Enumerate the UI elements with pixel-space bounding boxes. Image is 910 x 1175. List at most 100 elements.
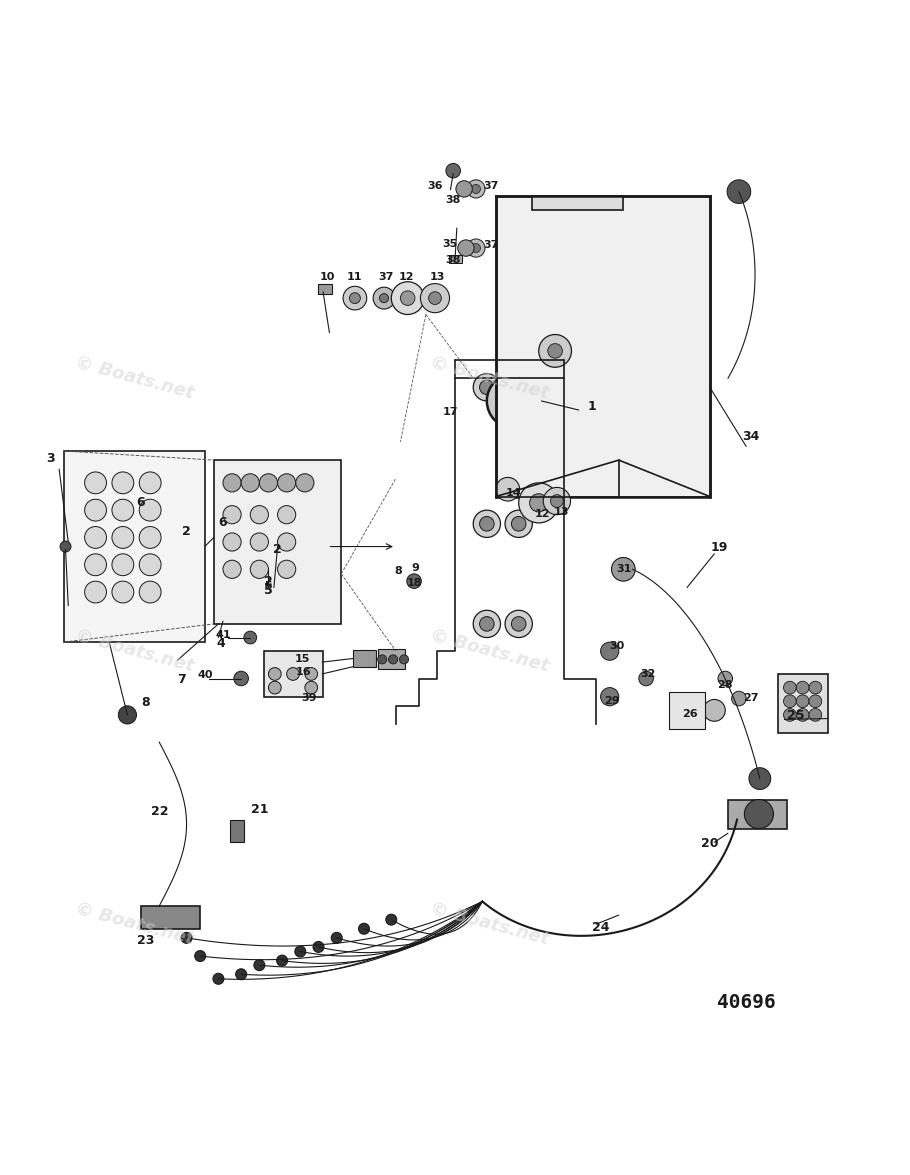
Text: © Boats.net: © Boats.net	[73, 626, 196, 676]
Text: 7: 7	[177, 673, 187, 686]
Circle shape	[539, 380, 553, 395]
Text: 9: 9	[411, 563, 419, 573]
Circle shape	[278, 474, 296, 492]
Text: 11: 11	[347, 271, 363, 282]
Circle shape	[487, 374, 541, 428]
Circle shape	[139, 472, 161, 494]
Text: 14: 14	[505, 489, 521, 498]
Circle shape	[796, 709, 809, 721]
Circle shape	[139, 582, 161, 603]
Circle shape	[112, 499, 134, 521]
Circle shape	[612, 557, 635, 582]
Circle shape	[727, 180, 751, 203]
Text: 41: 41	[215, 630, 231, 639]
Text: 5: 5	[265, 582, 272, 591]
Text: 23: 23	[136, 934, 155, 947]
Bar	[778, 674, 828, 733]
Text: © Boats.net: © Boats.net	[428, 626, 551, 676]
Circle shape	[331, 933, 342, 944]
Circle shape	[373, 287, 395, 309]
Text: 13: 13	[430, 271, 445, 282]
Circle shape	[278, 505, 296, 524]
Circle shape	[456, 181, 472, 197]
Text: 28: 28	[717, 679, 733, 690]
Circle shape	[796, 682, 809, 694]
Circle shape	[112, 472, 134, 494]
Text: 38: 38	[446, 255, 460, 264]
Circle shape	[139, 526, 161, 549]
Circle shape	[223, 560, 241, 578]
Circle shape	[530, 494, 548, 512]
Text: 31: 31	[617, 564, 632, 575]
Circle shape	[407, 573, 421, 589]
Circle shape	[400, 291, 415, 306]
Text: 17: 17	[442, 407, 459, 417]
Circle shape	[379, 294, 389, 303]
Bar	[64, 451, 205, 642]
Circle shape	[519, 483, 559, 523]
Text: 12: 12	[399, 271, 415, 282]
Text: 10: 10	[320, 271, 335, 282]
Text: 4: 4	[217, 637, 226, 650]
Circle shape	[236, 969, 247, 980]
Circle shape	[181, 933, 192, 944]
Circle shape	[223, 533, 241, 551]
Circle shape	[496, 477, 520, 501]
Circle shape	[467, 239, 485, 257]
Text: 6: 6	[136, 496, 146, 509]
Circle shape	[277, 955, 288, 966]
Text: 37: 37	[484, 240, 499, 250]
Text: 18: 18	[406, 578, 422, 588]
Circle shape	[511, 617, 526, 631]
Circle shape	[278, 560, 296, 578]
Bar	[264, 651, 323, 697]
Circle shape	[429, 291, 441, 304]
Circle shape	[399, 654, 409, 664]
Circle shape	[244, 631, 257, 644]
Circle shape	[473, 610, 500, 638]
Circle shape	[85, 553, 106, 576]
Circle shape	[278, 533, 296, 551]
Circle shape	[809, 694, 822, 707]
Circle shape	[268, 682, 281, 694]
Circle shape	[446, 163, 460, 177]
Text: 27: 27	[743, 693, 759, 704]
Bar	[318, 284, 332, 294]
Circle shape	[287, 667, 299, 680]
Circle shape	[391, 282, 424, 315]
Bar	[378, 650, 405, 670]
Circle shape	[473, 510, 500, 537]
Bar	[214, 461, 341, 624]
Circle shape	[378, 654, 387, 664]
Circle shape	[784, 682, 796, 694]
Circle shape	[548, 343, 562, 358]
Text: 37: 37	[484, 181, 499, 190]
Text: 34: 34	[742, 430, 760, 443]
Circle shape	[511, 517, 526, 531]
Circle shape	[473, 374, 500, 401]
Circle shape	[139, 553, 161, 576]
Text: 8: 8	[395, 566, 402, 576]
Circle shape	[480, 517, 494, 531]
Text: 21: 21	[250, 804, 268, 817]
Circle shape	[223, 474, 241, 492]
Text: 5: 5	[264, 584, 273, 597]
Bar	[449, 255, 462, 263]
Circle shape	[480, 617, 494, 631]
Circle shape	[389, 654, 398, 664]
Text: 22: 22	[150, 805, 168, 818]
Text: 6: 6	[218, 516, 228, 529]
Circle shape	[744, 799, 774, 828]
Circle shape	[254, 960, 265, 971]
Circle shape	[259, 474, 278, 492]
Text: 24: 24	[592, 921, 610, 934]
Circle shape	[305, 682, 318, 694]
Circle shape	[551, 495, 563, 508]
Circle shape	[458, 240, 474, 256]
Circle shape	[467, 180, 485, 199]
Text: 13: 13	[554, 506, 569, 517]
Bar	[496, 196, 710, 497]
Text: 12: 12	[534, 509, 551, 518]
Text: 37: 37	[379, 271, 393, 282]
Circle shape	[601, 642, 619, 660]
